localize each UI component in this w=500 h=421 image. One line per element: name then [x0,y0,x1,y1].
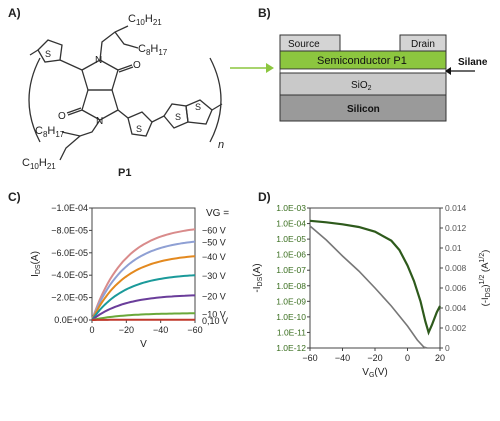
y-left-tick-label: 1.0E-04 [276,219,306,229]
x-axis-label: V [140,339,147,350]
atom-s1: S [45,49,51,59]
y-tick-label: −2.0E-05 [51,293,88,303]
x-tick-label: −40 [153,325,168,335]
x-axis-label: VG(V) [362,367,387,379]
sqrt-current-line [309,225,428,349]
semiconductor-label: Semiconductor P1 [317,55,407,67]
sio2-label: SiO2 [351,80,372,92]
y-axis-label: IDS(A) [30,251,42,277]
y-left-tick-label: 1.0E-10 [276,312,306,322]
atom-s4: S [195,102,201,112]
drain-label: Drain [411,39,435,50]
y-right-axis-label: (-IDS)1/2 (A1/2) [479,250,492,307]
series-line [91,294,195,321]
molecule-structure: S N O O N S S S C10H21 C8H17 C8H17 C10H2… [22,13,224,179]
y-left-tick-label: 1.0E-07 [276,265,306,275]
legend-title: VG = [206,208,229,219]
series-label: −40 V [202,252,226,262]
series-label: 0,10 V [202,316,228,326]
x-tick-label: −20 [119,325,134,335]
chain-c8h17-top: C8H17 [138,43,168,57]
x-tick-label: −40 [335,353,350,363]
x-tick-label: 0 [405,353,410,363]
atom-s3: S [175,112,181,122]
series-line [91,240,196,321]
series-line [91,228,196,321]
y-tick-label: −8.0E-05 [51,225,88,235]
thiophene-left [37,39,63,63]
atom-s2: S [136,124,142,134]
y-right-tick-label: 0.014 [445,203,467,213]
series-label: −30 V [202,271,226,281]
chain-c10h21-bottom: C10H21 [22,157,56,171]
y-right-tick-label: 0.002 [445,323,467,333]
thienothiophene-b [185,99,213,125]
y-right-tick-label: 0 [445,343,450,353]
atom-n2: N [96,116,103,127]
transfer-chart: 1.0E-03 1.0E-04 1.0E-05 1.0E-06 1.0E-07 1.0E-… [252,203,492,379]
silicon-label: Silicon [347,104,380,115]
series-label: −10 V [202,309,226,319]
y-left-tick-label: 1.0E-11 [277,327,306,337]
chain-c8h17-bottom: C8H17 [35,125,65,139]
chain-c10h21-top: C10H21 [128,13,162,27]
y-right-tick-label: 0.012 [445,223,467,233]
y-left-tick-label: 1.0E-05 [276,234,306,244]
output-chart: 0.0E+00 −2.0E-05 −4.0E-05 −6.0E-05 −8.0E-05 −… [30,203,229,350]
y-tick-label: −6.0E-05 [51,248,88,258]
atom-o1: O [133,60,141,71]
y-tick-label: 0.0E+00 [54,315,88,325]
plot-frame [309,207,441,349]
series-line [91,255,196,321]
y-right-tick-label: 0.008 [445,263,467,273]
panel-label-d: D) [258,190,271,204]
series-line [91,312,195,321]
panel-label-a: A) [8,6,21,20]
y-right-tick-label: 0.01 [445,243,462,253]
series-line [91,274,196,321]
y-right-tick-label: 0.006 [445,283,467,293]
series-label: −50 V [202,238,226,248]
panel-label-b: B) [258,6,271,20]
y-left-axis-label: -IDS(A) [252,263,264,292]
x-tick-label: 0 [89,325,94,335]
y-left-tick-label: 1.0E-03 [276,203,306,213]
x-tick-label: −60 [302,353,317,363]
x-tick-label: 20 [435,353,445,363]
series-label: −60 V [202,225,226,235]
repeat-n: n [218,139,224,151]
silane-label: Silane [458,57,488,68]
log-current-line [309,219,441,336]
x-tick-label: −20 [367,353,382,363]
y-left-tick-label: 1.0E-09 [276,296,306,306]
y-tick-label: −4.0E-05 [51,270,88,280]
silane-layer [279,68,447,74]
y-right-tick-label: 0.004 [445,303,467,313]
device-diagram: Source Drain Semiconductor P1 SiO2 Silic… [279,34,488,122]
series-label: −20 V [202,291,226,301]
dpp-ring-top [81,59,119,91]
source-label: Source [288,39,320,50]
y-tick-label: −1.0E-04 [51,203,88,213]
atom-n1: N [95,55,102,66]
panel-label-c: C) [8,190,21,204]
transition-arrow [230,63,274,73]
y-left-tick-label: 1.0E-08 [276,281,306,291]
silicon-layer [279,94,447,122]
dpp-ring-bottom [81,89,119,121]
y-left-tick-label: 1.0E-06 [276,250,306,260]
y-left-tick-label: 1.0E-12 [276,343,306,353]
right-bracket [209,57,222,143]
left-bracket [28,57,41,143]
x-tick-label: −60 [187,325,202,335]
thiophene-right [127,111,153,137]
atom-o2: O [58,111,66,122]
molecule-name: P1 [118,167,131,179]
